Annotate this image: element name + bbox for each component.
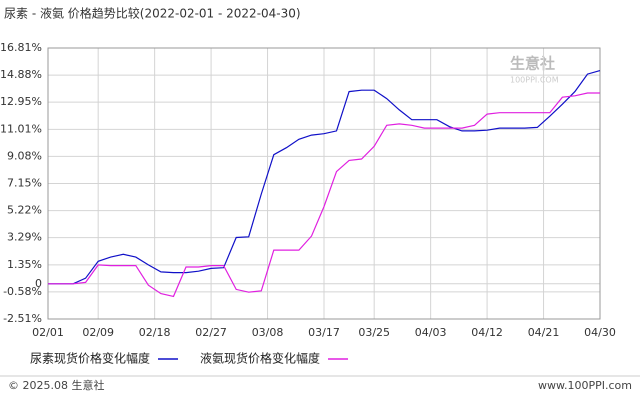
plot-frame [47, 47, 601, 320]
footer-left: © 2025.08 生意社 [8, 378, 104, 392]
chart-title: 尿素 - 液氨 价格趋势比较(2022-02-01 - 2022-04-30) [4, 6, 301, 21]
y-tick-label: 7.15% [7, 177, 42, 190]
x-tick-label: 04/21 [528, 326, 560, 339]
x-tick-label: 04/12 [471, 326, 503, 339]
footer-right: www.100PPI.com [538, 379, 632, 392]
x-tick-label: 02/18 [139, 326, 171, 339]
y-tick-label: 9.08% [7, 149, 42, 162]
series-line [48, 92, 600, 298]
watermark: 生意社 [510, 55, 555, 73]
y-tick-label: 11.01% [0, 122, 42, 135]
y-tick-label: 1.35% [7, 258, 42, 271]
x-tick-label: 02/01 [32, 326, 64, 339]
y-tick-label: 0 [35, 277, 42, 290]
x-tick-label: 03/17 [308, 326, 340, 339]
legend-label: 尿素现货价格变化幅度 [30, 351, 150, 366]
x-tick-label: 02/27 [195, 326, 227, 339]
x-tick-label: 03/08 [252, 326, 284, 339]
y-tick-label: 14.88% [0, 68, 42, 81]
watermark-sub: 100PPI.COM [510, 76, 559, 85]
y-tick-label: 3.29% [7, 231, 42, 244]
x-tick-label: 04/03 [415, 326, 447, 339]
y-tick-label: 5.22% [7, 204, 42, 217]
y-tick-label: -0.58% [3, 285, 42, 298]
y-tick-label: 12.95% [0, 95, 42, 108]
x-tick-label: 03/25 [358, 326, 390, 339]
legend-label: 液氨现货价格变化幅度 [200, 351, 320, 366]
series-line [48, 70, 601, 285]
x-tick-label: 02/09 [82, 326, 114, 339]
y-tick-label: 16.81% [0, 41, 42, 54]
y-tick-label: -2.51% [3, 312, 42, 325]
x-tick-label: 04/30 [584, 326, 616, 339]
